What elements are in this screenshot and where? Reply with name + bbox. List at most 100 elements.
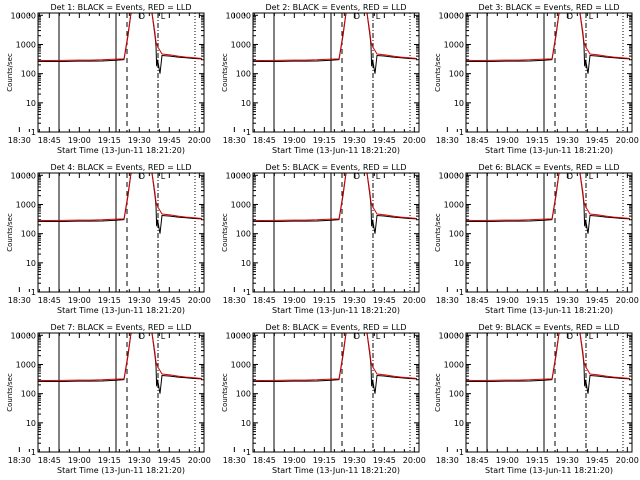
detector-panel-4: D L 18:30 18:45 19:00 19:15 19:30 19:45 20:00 1 10… [6,163,211,315]
panel-title: Det 3: BLACK = Events, RED = LLD [479,3,620,12]
series-lld-line [38,333,203,382]
x-tick-label: 19:15 [98,296,121,305]
y-tick-label: 1000 [231,200,251,209]
detector-panel-3: D L 18:30 18:45 19:00 19:15 19:30 19:45 20:00 1 10… [434,3,639,155]
y-tick-label: 10 [241,259,251,268]
x-tick-label: 18:45 [253,296,276,305]
x-tick-label: 20:00 [188,456,211,465]
y-tick-label: 10000 [226,331,251,340]
x-tick-label: 19:30 [128,296,151,305]
x-tick-label: 19:30 [556,456,579,465]
x-axis-label: Start Time (13-Jun-11 18:21:20) [57,146,185,155]
x-tick-label: 19:15 [526,296,549,305]
series-lld-line [466,333,631,382]
detector-panel-8: D L 18:30 18:45 19:00 19:15 19:30 19:45 20:00 1 10… [221,323,426,475]
x-tick-label: 19:00 [283,136,306,145]
y-axis-label: Counts/sec [221,53,229,92]
x-tick-label: 18:30 [436,296,459,305]
panel-title: Det 8: BLACK = Events, RED = LLD [266,323,407,332]
x-tick-label: 19:45 [586,136,609,145]
x-tick-label: 20:00 [188,136,211,145]
x-tick-label: 19:15 [526,456,549,465]
x-tick-label: 20:00 [616,296,639,305]
x-tick-label: 18:30 [8,456,31,465]
y-tick-label: 1000 [16,200,36,209]
x-tick-label: 19:45 [586,296,609,305]
x-tick-label: 19:00 [496,456,519,465]
x-axis-label: Start Time (13-Jun-11 18:21:20) [485,466,613,475]
x-tick-label: 18:30 [223,456,246,465]
y-tick-label: 10 [26,259,36,268]
y-tick-label: 100 [236,230,251,239]
detector-panel-9: D L 18:30 18:45 19:00 19:15 19:30 19:45 20:00 1 10… [434,323,639,475]
annotation-l: L [376,332,381,341]
y-tick-label: 10000 [11,11,36,20]
annotation-l: L [589,172,594,181]
x-tick-label: 19:00 [283,456,306,465]
plot-content [466,13,631,132]
x-tick-label: 20:00 [616,136,639,145]
y-tick-label: 1 [246,288,251,297]
plot-frame [252,332,420,453]
x-tick-label: 18:45 [38,296,61,305]
x-tick-label: 19:30 [556,136,579,145]
y-tick-label: 1 [31,288,36,297]
x-tick-label: 19:15 [526,136,549,145]
annotation-l: L [161,172,166,181]
plot-content [253,333,418,452]
y-tick-label: 1 [459,128,464,137]
y-tick-label: 10000 [226,11,251,20]
series-lld-line [38,173,203,222]
series-lld-line [253,173,418,222]
x-tick-label: 18:45 [466,136,489,145]
y-tick-label: 1 [459,288,464,297]
annotation-l: L [589,12,594,21]
y-tick-label: 10000 [11,331,36,340]
x-tick-label: 19:30 [343,136,366,145]
x-tick-label: 18:30 [436,136,459,145]
series-lld-line [253,333,418,382]
x-axis-label: Start Time (13-Jun-11 18:21:20) [57,466,185,475]
y-tick-label: 10 [26,419,36,428]
x-tick-label: 19:45 [373,456,396,465]
series-lld-line [253,13,418,62]
plot-content [38,333,203,452]
plot-content [466,333,631,452]
series-lld-line [466,173,631,222]
y-tick-label: 1000 [16,360,36,369]
x-tick-label: 19:30 [128,456,151,465]
annotation-d: D [139,332,145,341]
plot-content [38,13,203,132]
y-tick-label: 100 [236,70,251,79]
y-tick-label: 1 [31,448,36,457]
detector-panel-7: D L 18:30 18:45 19:00 19:15 19:30 19:45 20:00 1 10… [6,323,211,475]
x-tick-label: 18:45 [466,456,489,465]
detector-panel-1: D L 18:30 18:45 19:00 19:15 19:30 19:45 20:00 1 10… [6,3,211,155]
panel-title: Det 5: BLACK = Events, RED = LLD [266,163,407,172]
x-tick-label: 19:00 [68,296,91,305]
y-tick-label: 1 [31,128,36,137]
y-tick-label: 1 [246,128,251,137]
series-lld-line [466,13,631,62]
y-tick-label: 1 [246,448,251,457]
y-tick-label: 10 [454,419,464,428]
plot-frame [465,332,633,453]
annotation-l: L [161,12,166,21]
y-axis-label: Counts/sec [221,373,229,412]
y-tick-label: 1000 [444,40,464,49]
x-tick-label: 18:30 [223,296,246,305]
annotation-d: D [139,12,145,21]
x-tick-label: 19:15 [313,296,336,305]
x-tick-label: 18:30 [436,456,459,465]
x-tick-label: 18:45 [253,456,276,465]
y-tick-label: 10000 [226,171,251,180]
y-tick-label: 10000 [439,331,464,340]
x-tick-label: 18:45 [466,296,489,305]
y-tick-label: 1000 [444,360,464,369]
y-tick-label: 10 [454,259,464,268]
y-tick-label: 10 [454,99,464,108]
y-tick-label: 100 [21,70,36,79]
x-tick-label: 19:30 [128,136,151,145]
y-tick-label: 100 [21,390,36,399]
